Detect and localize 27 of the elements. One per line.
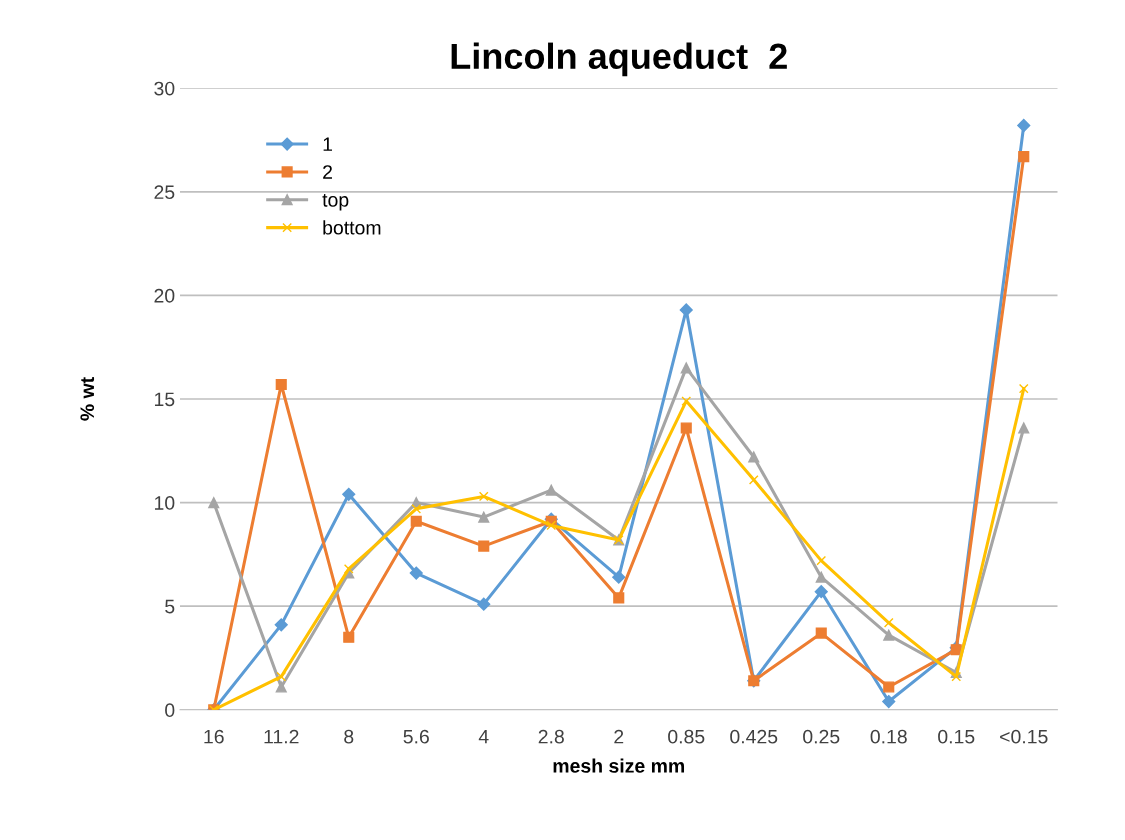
x-axis-title: mesh size mm <box>553 758 685 773</box>
x-tick-label: 5.6 <box>403 729 429 744</box>
x-tick-label: 0.425 <box>730 729 778 744</box>
legend-label: top <box>322 194 349 211</box>
legend-label: bottom <box>323 220 381 235</box>
x-tick-label: 16 <box>204 729 224 744</box>
y-tick-label: 15 <box>155 392 175 407</box>
x-tick-label: 0.15 <box>938 729 975 744</box>
y-tick-label: 25 <box>154 185 175 200</box>
y-tick-label: 20 <box>154 288 175 303</box>
y-tick-label: 30 <box>154 81 175 96</box>
x-tick-label: 8 <box>344 729 354 744</box>
legend-label: 1 <box>323 137 333 151</box>
x-tick-label: 2 <box>614 729 624 744</box>
y-tick-label: 0 <box>165 703 175 718</box>
x-tick-label: 4 <box>478 729 489 744</box>
chart-title: Lincoln aqueduct 2 <box>451 42 787 77</box>
y-tick-label: 5 <box>165 599 175 614</box>
x-tick-label: 0.85 <box>668 729 705 744</box>
x-tick-label: 0.25 <box>803 729 840 744</box>
x-tick-label: 11.2 <box>264 729 299 744</box>
legend-label: 2 <box>323 165 332 179</box>
x-tick-label: <0.15 <box>1000 729 1048 744</box>
x-tick-label: 2.8 <box>538 729 564 744</box>
y-axis-title: % wt <box>80 377 95 421</box>
y-tick-label: 10 <box>155 496 175 510</box>
x-tick-label: 0.18 <box>870 729 907 744</box>
